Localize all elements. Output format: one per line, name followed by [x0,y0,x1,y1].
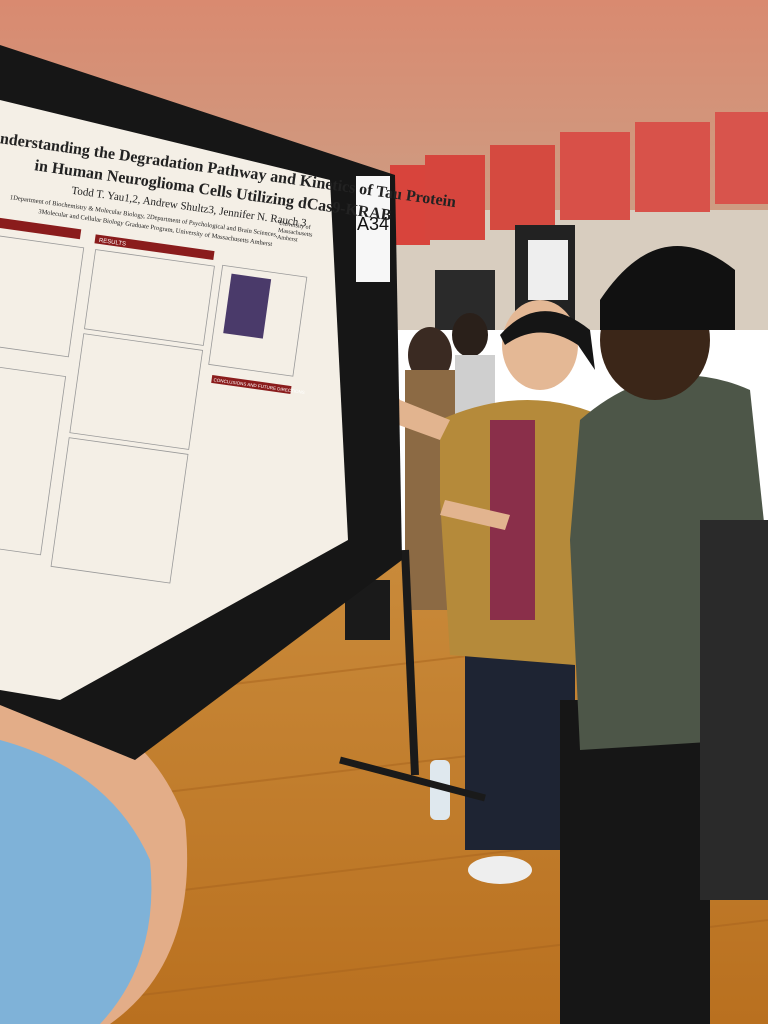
poster-figures [0,233,308,584]
poster-logo: Massachusetts [278,228,314,239]
water-bottle [430,760,450,820]
poster-logo: University of [279,220,311,231]
person-edge [700,520,768,900]
poster [0,100,348,700]
foreground-shirt [0,740,152,1024]
board-stand [339,756,486,802]
board-stand [401,549,419,776]
poster-section-bar [211,374,292,395]
board-sign-text: A34 [357,214,389,234]
poster-logo: Amherst [277,235,299,244]
listener [560,246,768,1024]
poster-section-bar [94,234,215,260]
poster-heatmap [223,273,272,339]
poster-section-title: RESULTS [98,238,126,248]
board-sign [356,176,390,282]
poster-section-bar [0,216,82,240]
background-poster [528,240,568,300]
wall-panels [390,112,768,245]
